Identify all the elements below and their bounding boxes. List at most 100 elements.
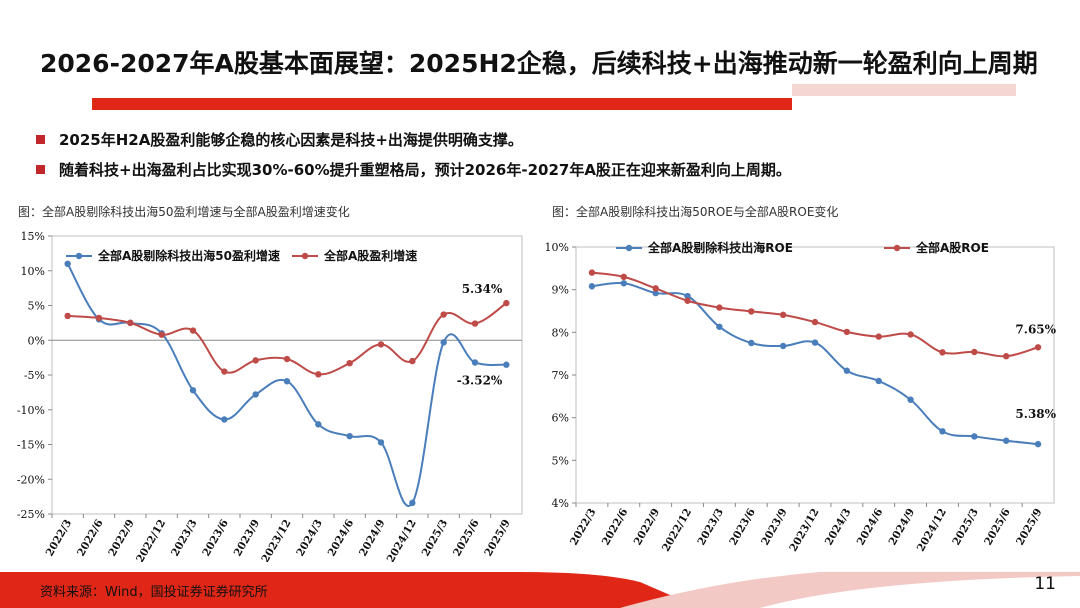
data-point-series-0 [843,367,851,374]
bullet-list: 2025年H2A股盈利能够企稳的核心因素是科技+出海提供明确支撑。 随着科技+出… [36,124,791,184]
data-point-series-0 [189,387,197,394]
data-point-series-1 [779,311,787,319]
data-point-series-1 [440,311,447,318]
data-point-series-1 [684,297,691,304]
data-point-series-1 [283,355,291,363]
data-point-series-1 [748,308,755,315]
data-point-series-0 [620,280,627,287]
y-tick-label: 9% [552,284,569,297]
y-tick-label: -10% [17,404,45,417]
data-point-series-1 [95,314,103,322]
data-label: 5.38% [1015,407,1056,421]
data-point-series-1 [652,285,659,292]
data-point-series-1 [716,304,723,311]
data-point-series-1 [939,349,946,356]
x-tick-label: 2023/12 [787,507,821,554]
y-tick-label: 0% [28,334,45,347]
x-tick-label: 2023/3 [695,507,726,548]
x-tick-label: 2022/12 [660,507,694,554]
data-point-series-1 [409,357,416,365]
y-tick-label: -15% [17,439,45,452]
y-tick-label: 7% [552,369,569,382]
y-tick-label: 6% [552,412,569,425]
data-point-series-1 [907,331,914,338]
data-point-series-0 [1034,440,1042,448]
x-tick-label: 2022/3 [44,518,75,559]
x-tick-label: 2024/9 [887,507,918,548]
data-point-series-1 [588,269,596,276]
x-tick-label: 2024/3 [294,518,325,559]
x-tick-label: 2022/3 [568,507,599,548]
legend-label: 全部A股剔除科技出海50盈利增速 [97,248,280,263]
data-point-series-1 [875,333,882,340]
series-line-0 [66,263,507,507]
bullet-text: 随着科技+出海盈利占比实现30%-60%提升重塑格局，预计2026年-2027年… [59,160,791,179]
data-label: 5.34% [462,282,503,296]
x-tick-label: 2023/12 [259,518,293,563]
title-underline-bar [92,98,792,110]
data-point-series-0 [1003,437,1010,444]
bullet-item: 2025年H2A股盈利能够企稳的核心因素是科技+出海提供明确支撑。 [36,124,791,154]
data-point-series-0 [440,339,447,346]
data-point-series-1 [503,299,510,307]
bullet-item: 随着科技+出海盈利占比实现30%-60%提升重塑格局，预计2026年-2027年… [36,154,791,184]
data-point-series-1 [620,273,627,281]
data-point-series-1 [158,331,165,338]
data-point-series-0 [221,416,228,423]
x-tick-label: 2022/9 [106,518,137,559]
x-tick-label: 2025/9 [482,518,513,559]
data-point-series-0 [684,292,691,300]
y-tick-label: 15% [21,230,45,243]
data-point-series-0 [971,433,978,440]
x-tick-label: 2025/6 [982,507,1013,548]
legend-label: 全部A股ROE [915,240,989,255]
legend-label: 全部A股盈利增速 [323,248,417,263]
data-point-series-0 [471,359,479,366]
data-point-series-1 [64,312,71,320]
bullet-square-icon [36,134,45,144]
data-point-series-1 [811,318,819,326]
page-title: 2026-2027年A股基本面展望：2025H2企稳，后续科技+出海推动新一轮盈… [40,49,1038,78]
x-tick-label: 2022/6 [600,507,631,548]
x-tick-label: 2024/6 [855,507,886,548]
x-tick-label: 2024/12 [915,507,949,554]
data-point-series-0 [503,361,510,368]
y-tick-label: 8% [552,326,569,339]
data-point-series-0 [588,283,596,290]
data-point-series-0 [377,439,385,446]
x-tick-label: 2025/9 [1014,507,1045,548]
roe-chart: 10% 9% 8% 7% 6% 5% 4%2022/3 2022/6 2022/92022/12… [545,240,1057,554]
y-tick-label: 4% [552,497,569,510]
data-point-series-0 [64,260,71,267]
data-point-series-0 [409,499,416,507]
data-point-series-0 [315,421,322,428]
legend-marker [625,244,633,252]
data-point-series-1 [1034,344,1042,351]
data-point-series-0 [907,396,914,403]
data-point-series-0 [779,342,787,350]
x-tick-label: 2024/6 [326,518,357,559]
x-tick-label: 2025/3 [420,518,451,559]
x-tick-label: 2023/6 [727,507,758,548]
x-tick-label: 2025/6 [451,518,482,559]
x-tick-label: 2024/3 [823,507,854,548]
data-point-series-1 [1003,353,1010,360]
data-point-series-1 [127,319,134,327]
plot-area-border [51,235,523,515]
x-tick-label: 2023/3 [169,518,200,559]
earnings-growth-chart: 15%10%5%0%-5%-10%-15%-20%-25%2022/3 2022/… [17,230,523,563]
data-point-series-0 [811,339,819,346]
data-point-series-1 [252,357,259,364]
x-tick-label: 2023/6 [200,518,231,559]
x-tick-label: 2025/3 [950,507,981,548]
footer-wave-decoration [0,572,1080,608]
data-point-series-1 [843,328,851,336]
data-point-series-0 [252,391,259,398]
series-line-1 [67,302,507,376]
bullet-square-icon [36,164,45,174]
data-point-series-1 [377,341,385,348]
x-tick-label: 2023/9 [232,518,263,559]
y-tick-label: 10% [545,241,569,254]
data-point-series-1 [189,327,197,334]
legend-marker [75,252,83,260]
